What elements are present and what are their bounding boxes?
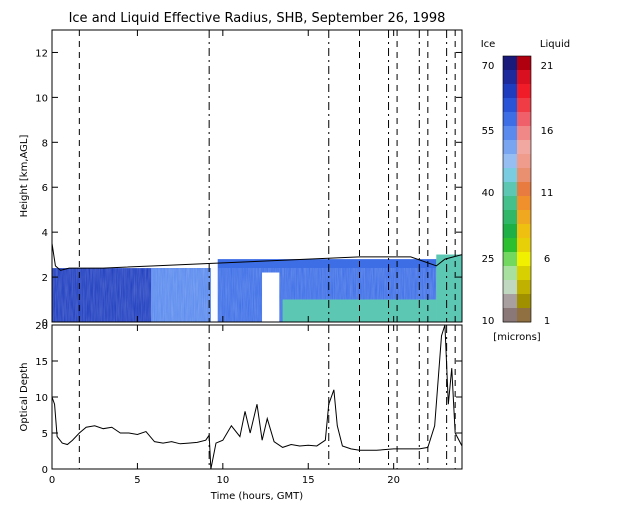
heatmap-y-tick-label: 0 [42, 318, 48, 329]
colorbar-ice-swatch [503, 266, 517, 281]
optical-depth-series-line [52, 325, 462, 469]
colorbar-ice-swatch [503, 224, 517, 239]
colorbar-ice-swatch [503, 182, 517, 197]
x-tick-label: 15 [302, 475, 315, 486]
heatmap-region-liquid-overlay [436, 254, 462, 322]
optical-depth-y-tick-label: 5 [42, 429, 48, 440]
x-tick-label: 5 [134, 475, 140, 486]
colorbar-liquid-swatch [517, 182, 531, 197]
colorbar-liquid-tick-label: 21 [541, 61, 554, 72]
heatmap-y-tick-label: 2 [42, 273, 48, 284]
colorbar-liquid-swatch [517, 196, 531, 211]
colorbar-liquid-swatch [517, 266, 531, 281]
optical-depth-y-tick-label: 0 [42, 465, 48, 476]
colorbar-ice-swatch [503, 280, 517, 295]
colorbar-ice-swatch [503, 56, 517, 71]
colorbar-liquid-swatch [517, 56, 531, 71]
heatmap-y-tick-label: 4 [42, 228, 48, 239]
colorbar-ice-swatch [503, 84, 517, 99]
colorbar-ice-swatch [503, 140, 517, 155]
colorbar-ice-tick-label: 40 [482, 188, 495, 199]
colorbar-liquid-swatch [517, 154, 531, 169]
colorbar-ice-swatch [503, 168, 517, 183]
colorbar-units-label: [microns] [493, 332, 540, 343]
colorbar-ice-swatch [503, 70, 517, 85]
chart-title: Ice and Liquid Effective Radius, SHB, Se… [69, 11, 446, 26]
colorbar-liquid-swatch [517, 224, 531, 239]
x-tick-label: 10 [216, 475, 229, 486]
colorbar-liquid-swatch [517, 112, 531, 127]
heatmap-region-no_data-overlay [262, 272, 280, 322]
colorbar-liquid-label: Liquid [540, 39, 570, 50]
colorbar-liquid-swatch [517, 168, 531, 183]
colorbar-liquid-swatch [517, 140, 531, 155]
heatmap-y-tick-label: 10 [35, 93, 48, 104]
colorbar-ice-tick-label: 25 [482, 254, 495, 265]
x-tick-label: 0 [49, 475, 55, 486]
optical-depth-frame [51, 324, 463, 470]
colorbar-liquid-tick-label: 16 [541, 126, 554, 137]
colorbar-liquid-swatch [517, 210, 531, 225]
x-axis-label: Time (hours, GMT) [210, 491, 304, 502]
colorbar-ice-tick-label: 70 [482, 61, 495, 72]
colorbar-ice-swatch [503, 196, 517, 211]
colorbar-liquid-swatch [517, 294, 531, 309]
heatmap-panel: 0 2 4 6 8 10 12 Height [km,AGL] [19, 29, 463, 329]
colorbar-liquid-swatch [517, 252, 531, 267]
optical-depth-y-tick-label: 15 [35, 357, 48, 368]
x-tick-label: 20 [387, 475, 400, 486]
optical-depth-y-tick-label: 10 [35, 393, 48, 404]
colorbar-liquid-swatch [517, 238, 531, 253]
colorbar-liquid-tick-label: 6 [544, 254, 550, 265]
colorbar-ice-swatch [503, 112, 517, 127]
optical-depth-y-axis-label: Optical Depth [19, 363, 30, 432]
colorbar-ice-swatch [503, 98, 517, 113]
colorbar-liquid-swatch [517, 84, 531, 99]
colorbar-ice-label: Ice [481, 39, 496, 50]
colorbar-liquid-swatch [517, 98, 531, 113]
colorbar-ice-swatch [503, 154, 517, 169]
heatmap-y-axis-label: Height [km,AGL] [19, 135, 30, 218]
colorbar-ice-tick-label: 55 [482, 126, 495, 137]
heatmap-frame [51, 29, 463, 323]
heatmap-y-tick-label: 8 [42, 138, 48, 149]
colorbar-liquid-swatch [517, 280, 531, 295]
colorbar-ice-swatch [503, 238, 517, 253]
colorbar-frame [502, 55, 532, 323]
colorbar-ice-swatch [503, 252, 517, 267]
colorbar-ice-swatch [503, 308, 517, 323]
colorbar-liquid-tick-label: 1 [544, 316, 550, 327]
heatmap-y-tick-label: 12 [35, 48, 48, 59]
cloud-top-boundary [52, 243, 462, 271]
heatmap-y-tick-label: 6 [42, 183, 48, 194]
colorbar-ice-tick-label: 10 [482, 316, 495, 327]
colorbar: Ice Liquid 70 55 40 25 10 21 16 11 6 1 [microns] [481, 39, 570, 343]
colorbar-liquid-tick-label: 11 [541, 188, 554, 199]
colorbar-ice-swatch [503, 126, 517, 141]
colorbar-liquid-swatch [517, 308, 531, 323]
colorbar-liquid-swatch [517, 126, 531, 141]
colorbar-liquid-swatch [517, 70, 531, 85]
colorbar-ice-swatch [503, 210, 517, 225]
colorbar-ice-swatch [503, 294, 517, 309]
optical-depth-y-tick-label: 20 [35, 321, 48, 332]
